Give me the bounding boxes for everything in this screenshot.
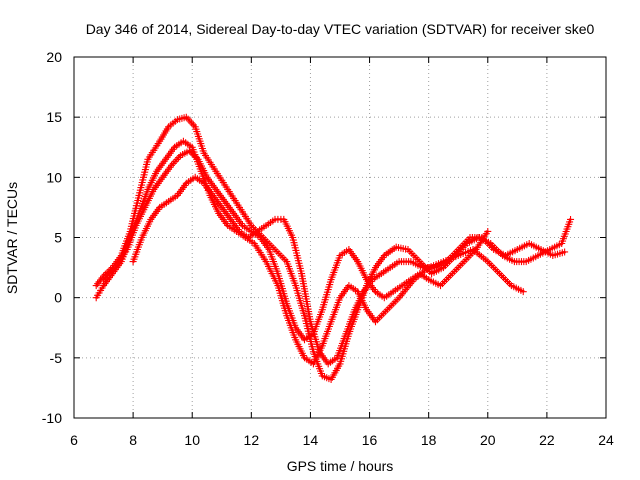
y-tick-label: -10 xyxy=(42,410,62,426)
y-tick-label: 20 xyxy=(46,49,62,65)
x-tick-label: 22 xyxy=(539,432,555,448)
data-point xyxy=(185,147,193,155)
y-tick-label: -5 xyxy=(50,350,63,366)
x-tick-label: 12 xyxy=(244,432,260,448)
data-point xyxy=(519,288,527,296)
plot-frame xyxy=(73,56,607,419)
x-tick-label: 14 xyxy=(303,432,319,448)
chart-title: Day 346 of 2014, Sidereal Day-to-day VTE… xyxy=(86,21,595,37)
x-axis-label: GPS time / hours xyxy=(287,458,394,474)
x-tick-label: 8 xyxy=(129,432,137,448)
data-point xyxy=(561,248,569,256)
x-tick-label: 24 xyxy=(598,432,614,448)
y-tick-labels: -10 -5 0 5 10 15 20 xyxy=(42,49,62,426)
y-tick-label: 0 xyxy=(54,290,62,306)
data-point xyxy=(192,154,200,162)
data-point xyxy=(484,227,492,235)
y-axis-label: SDTVAR / TECUs xyxy=(4,182,20,294)
x-tick-label: 10 xyxy=(184,432,200,448)
plot-area xyxy=(92,113,575,383)
series-4 xyxy=(129,173,569,368)
y-tick-label: 15 xyxy=(46,109,62,125)
y-tick-label: 5 xyxy=(54,230,62,246)
data-point xyxy=(567,215,575,223)
x-tick-label: 6 xyxy=(70,432,78,448)
x-tick-label: 18 xyxy=(421,432,437,448)
x-tick-label: 20 xyxy=(480,432,496,448)
x-tick-label: 16 xyxy=(362,432,378,448)
y-tick-label: 10 xyxy=(46,169,62,185)
series-3 xyxy=(100,147,492,344)
x-tick-labels: 6 8 10 12 14 16 18 20 22 24 xyxy=(70,432,614,448)
